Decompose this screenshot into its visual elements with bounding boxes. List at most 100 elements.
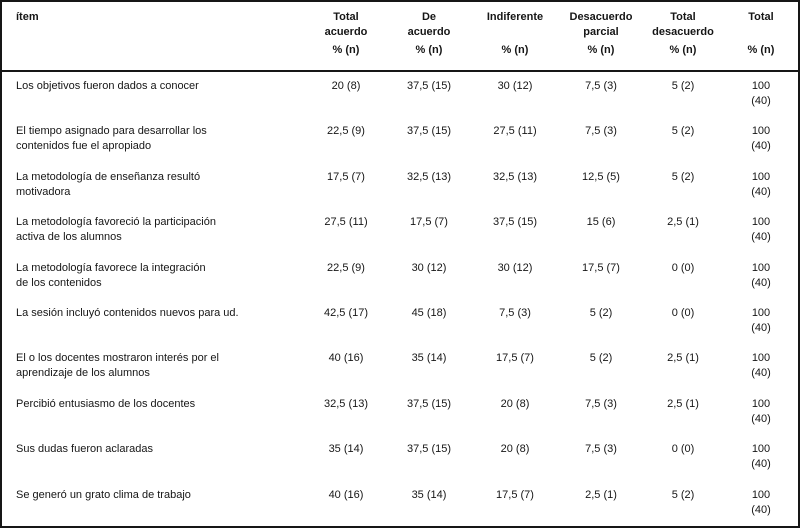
value-cell-indiferente: 32,5 (13) (492, 170, 538, 183)
column-header-line2 (724, 25, 798, 40)
column-header: De acuerdo % (n) (388, 2, 470, 70)
value-cell-total-desacuerdo: 5 (2) (671, 170, 695, 183)
column-header-unit: % (n) (669, 44, 697, 56)
item-cell: La metodología favoreció la participació… (16, 216, 216, 244)
item-cell: La sesión incluyó contenidos nuevos para… (16, 306, 239, 319)
table-row: Percibió entusiasmo de los docentes 32,5… (2, 390, 798, 435)
value-cell-total-acuerdo: 42,5 (17) (323, 306, 369, 319)
value-cell-de-acuerdo: 37,5 (15) (406, 125, 452, 138)
value-cell-total: 100 (40) (751, 125, 771, 153)
value-cell-total-desacuerdo: 5 (2) (671, 125, 695, 138)
table-body: Los objetivos fueron dados a conocer 20 … (2, 72, 798, 526)
value-cell-desacuerdo-parcial: 12,5 (5) (582, 170, 620, 183)
value-cell-de-acuerdo: 17,5 (7) (410, 216, 448, 229)
item-cell: El o los docentes mostraron interés por … (16, 352, 219, 380)
item-cell: Los objetivos fueron dados a conocer (16, 80, 199, 92)
value-cell-indiferente: 7,5 (3) (499, 306, 531, 319)
column-header-line2: acuerdo (324, 26, 368, 38)
column-header: Total desacuerdo % (n) (642, 2, 724, 70)
value-cell-desacuerdo-parcial: 7,5 (3) (585, 397, 617, 410)
column-header-line1: Total (748, 11, 774, 23)
column-header-line1: Indiferente (486, 11, 544, 23)
value-cell-de-acuerdo: 37,5 (15) (406, 397, 452, 410)
column-header: Indiferente % (n) (470, 2, 560, 70)
column-header-line2: parcial (583, 26, 619, 38)
table-header-row: ítem Total acuerdo % (n) De acuerdo % (n… (2, 2, 798, 72)
item-cell: Percibió entusiasmo de los docentes (16, 397, 196, 410)
value-cell-total: 100 (40) (751, 216, 771, 244)
value-cell-total-acuerdo: 17,5 (7) (327, 170, 365, 183)
value-cell-de-acuerdo: 45 (18) (411, 306, 447, 319)
column-header-line2 (470, 25, 560, 40)
value-cell-desacuerdo-parcial: 7,5 (3) (585, 125, 617, 138)
column-header: Total acuerdo % (n) (304, 2, 388, 70)
value-cell-indiferente: 30 (12) (497, 261, 533, 274)
value-cell-total: 100 (40) (751, 306, 771, 334)
value-cell-total-desacuerdo: 2,5 (1) (667, 397, 699, 410)
value-cell-total-desacuerdo: 2,5 (1) (667, 352, 699, 365)
column-header-line1: Total (333, 11, 359, 23)
value-cell-total-acuerdo: 40 (16) (328, 488, 364, 501)
item-cell: Sus dudas fueron aclaradas (16, 443, 153, 456)
value-cell-total-desacuerdo: 0 (0) (671, 306, 695, 319)
value-cell-total-acuerdo: 27,5 (11) (324, 216, 368, 229)
value-cell-total: 100 (40) (751, 170, 771, 198)
value-cell-total-acuerdo: 22,5 (9) (327, 261, 365, 274)
value-cell-de-acuerdo: 35 (14) (411, 352, 447, 365)
value-cell-desacuerdo-parcial: 7,5 (3) (585, 443, 617, 456)
value-cell-total-desacuerdo: 0 (0) (671, 261, 695, 274)
value-cell-indiferente: 17,5 (7) (496, 352, 534, 365)
value-cell-indiferente: 37,5 (15) (492, 216, 538, 229)
value-cell-desacuerdo-parcial: 7,5 (3) (585, 80, 617, 92)
column-header-line2: desacuerdo (652, 26, 714, 38)
value-cell-total: 100 (40) (751, 443, 771, 471)
value-cell-de-acuerdo: 32,5 (13) (406, 170, 452, 183)
table-row: El o los docentes mostraron interés por … (2, 344, 798, 389)
item-cell: Se generó un grato clima de trabajo (16, 488, 191, 501)
column-header-line1: Desacuerdo (569, 11, 633, 23)
value-cell-total: 100 (40) (751, 397, 771, 425)
value-cell-desacuerdo-parcial: 17,5 (7) (582, 261, 620, 274)
item-cell: La metodología de enseñanza resultó moti… (16, 170, 201, 198)
value-cell-de-acuerdo: 37,5 (15) (406, 80, 452, 92)
table-row: El tiempo asignado para desarrollar los … (2, 117, 798, 162)
column-header-unit: % (n) (747, 44, 775, 56)
value-cell-de-acuerdo: 37,5 (15) (406, 443, 452, 456)
value-cell-total-acuerdo: 32,5 (13) (323, 397, 369, 410)
value-cell-indiferente: 20 (8) (500, 397, 530, 410)
column-header-item: ítem (2, 2, 304, 70)
value-cell-total-desacuerdo: 5 (2) (671, 80, 695, 92)
value-cell-desacuerdo-parcial: 2,5 (1) (585, 488, 617, 501)
value-cell-total-desacuerdo: 2,5 (1) (667, 216, 699, 229)
table-row: Se generó un grato clima de trabajo 40 (… (2, 481, 798, 526)
value-cell-desacuerdo-parcial: 15 (6) (586, 216, 616, 229)
value-cell-indiferente: 27,5 (11) (493, 125, 537, 138)
value-cell-total-acuerdo: 22,5 (9) (327, 125, 365, 138)
column-header-line2: acuerdo (407, 26, 451, 38)
value-cell-total-desacuerdo: 5 (2) (671, 488, 695, 501)
value-cell-de-acuerdo: 30 (12) (411, 261, 447, 274)
column-header-unit: % (n) (501, 44, 529, 56)
value-cell-desacuerdo-parcial: 5 (2) (589, 352, 613, 365)
value-cell-total-desacuerdo: 0 (0) (671, 443, 695, 456)
item-cell: El tiempo asignado para desarrollar los … (16, 125, 207, 153)
table-row: La metodología de enseñanza resultó moti… (2, 163, 798, 208)
value-cell-indiferente: 17,5 (7) (496, 488, 534, 501)
column-header-line1: Total (670, 11, 696, 23)
table-row: Los objetivos fueron dados a conocer 20 … (2, 72, 798, 117)
column-header: Total % (n) (724, 2, 798, 70)
column-header-unit: % (n) (332, 44, 360, 56)
table-row: Sus dudas fueron aclaradas 35 (14) 37,5 … (2, 435, 798, 480)
item-cell: La metodología favorece la integración d… (16, 261, 206, 289)
column-header-unit: % (n) (587, 44, 615, 56)
value-cell-de-acuerdo: 35 (14) (411, 488, 447, 501)
value-cell-indiferente: 30 (12) (497, 80, 533, 92)
column-header-line1: De (421, 11, 437, 23)
value-cell-indiferente: 20 (8) (500, 443, 530, 456)
value-cell-total-acuerdo: 40 (16) (328, 352, 364, 365)
column-header-item-label: ítem (16, 11, 39, 23)
value-cell-total: 100 (40) (751, 261, 771, 289)
table-row: La metodología favoreció la participació… (2, 208, 798, 253)
value-cell-total-acuerdo: 20 (8) (331, 80, 361, 92)
